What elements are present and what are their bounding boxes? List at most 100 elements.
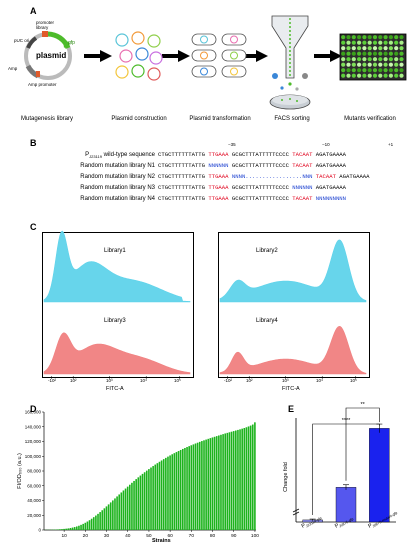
chartE-bar (335, 487, 357, 523)
chartE-axis-break (292, 508, 300, 513)
chartD-bar (211, 437, 214, 530)
puc-ori-label: pUC ori (14, 38, 29, 43)
flow-tick-left-1: 10² (70, 378, 77, 383)
plate-well (341, 73, 346, 78)
sequence-text: CTGCTTTTTTATTG TTGAAA GCGCTTTATTTTTCCCC … (158, 151, 347, 158)
chartD-x-tick-label: 60 (167, 533, 173, 539)
chartD-bar (190, 445, 193, 530)
chartD-bar (150, 467, 152, 530)
plate-well (372, 51, 378, 56)
plate-well (362, 68, 367, 73)
plate-well (378, 46, 383, 51)
chartD-bar (152, 466, 154, 530)
chartD-x-tick-label: 20 (83, 533, 89, 539)
chartD-bar (251, 424, 254, 530)
chartD-bar (215, 436, 218, 530)
chartD-bar (124, 488, 127, 530)
flow-tick-right-0: -10² (224, 378, 233, 383)
chartD-bar (196, 442, 199, 530)
plate-well (357, 46, 362, 51)
plate-well (394, 51, 399, 56)
chartD-bar (249, 425, 252, 530)
plate-well (394, 73, 399, 78)
chartD-bar (95, 515, 97, 530)
ampr-label: Amp (8, 66, 18, 71)
chartD-bar (148, 469, 150, 530)
sequence-row: Random mutation library N1 CTGCTTTTTTATTG… (30, 162, 346, 169)
chartD-bar (169, 455, 171, 530)
flow-xlabel-right: FITC-A (282, 386, 300, 392)
plate-well (383, 51, 388, 56)
plate-well (388, 68, 393, 73)
chartD-bar (171, 454, 174, 530)
panel-c-label: C (30, 222, 37, 232)
chartD-x-tick-label: 70 (189, 533, 195, 539)
plate-well (388, 35, 393, 40)
chartD-bar (245, 427, 248, 530)
flow-tick-left-4: 10⁵ (174, 378, 181, 383)
chartE-sig-label-1: **** (342, 418, 351, 424)
sequence-text: CTGCTTTTTTATTG TTGAAA GCGCTTTATTTTTCCCC … (158, 184, 347, 191)
chartD-bar (201, 441, 203, 530)
plate-well (383, 62, 388, 67)
chartE-axis-break (292, 511, 300, 516)
flow-tick-right-2: 10³ (282, 378, 289, 383)
chartD-bar (61, 529, 63, 530)
plate-well (399, 68, 404, 73)
step-label-facs: FACS sorting (274, 116, 310, 122)
flow-xlabel-left: FITC-A (106, 386, 124, 392)
plate-well (394, 57, 399, 62)
chartD-bar (73, 527, 76, 530)
sequence-text: CTGCTTTTTTATTG TTGAAA NNNN..............… (158, 173, 370, 180)
chartD-bar (156, 463, 159, 530)
plate-well (346, 73, 351, 78)
sequence-row-label: Random mutation library N4 (80, 196, 155, 202)
chartD-bar (218, 435, 220, 530)
plate-well (372, 46, 378, 51)
library2-label: Library2 (256, 248, 278, 254)
plate-well (388, 40, 393, 45)
position-minus10: −10 (322, 142, 330, 147)
plate-well (388, 51, 393, 56)
step-arrow-4 (314, 50, 342, 62)
plate-well (378, 40, 383, 45)
plate-well (388, 62, 393, 67)
plate-well (341, 51, 346, 56)
chartD-bar (203, 440, 205, 530)
plate-well (367, 57, 372, 62)
plate-well (346, 51, 351, 56)
chartD-x-tick-label: 40 (125, 533, 131, 539)
plate-well (346, 57, 351, 62)
plate-well (394, 40, 399, 45)
plate-well (399, 62, 404, 67)
library3-histogram (43, 332, 191, 375)
plate-well (378, 35, 383, 40)
plate-well (346, 46, 351, 51)
chartD-bar (80, 524, 82, 530)
step-arrow-1 (84, 50, 112, 62)
sequence-row: Random mutation library N4 CTGCTTTTTTATTG… (30, 195, 346, 202)
plate-well (394, 46, 399, 51)
plate-well (383, 68, 388, 73)
plate-well (357, 73, 362, 78)
library4-label: Library4 (256, 318, 278, 324)
chartD-bar (165, 457, 167, 530)
chartD-bar (118, 494, 121, 530)
chartE-ylabel: Change fold (283, 462, 289, 492)
plate-well (357, 40, 362, 45)
chartD-bar (186, 447, 188, 530)
chartD-bar (224, 433, 227, 530)
plasmid-label: plasmid (36, 51, 66, 60)
chartD-bar (101, 510, 104, 530)
plate-well (362, 57, 367, 62)
chartD-bar (126, 486, 129, 530)
chartD-bar (145, 470, 148, 530)
chartD-bar (90, 518, 93, 530)
sequence-row-label: PJ23119 wild-type sequence (85, 152, 155, 160)
plate-well (372, 62, 378, 67)
plate-well (362, 35, 367, 40)
sequence-row-label: Random mutation library N2 (80, 174, 155, 180)
plate-well (378, 51, 383, 56)
chartD-bar (88, 520, 91, 530)
chartD-bar (69, 528, 72, 530)
